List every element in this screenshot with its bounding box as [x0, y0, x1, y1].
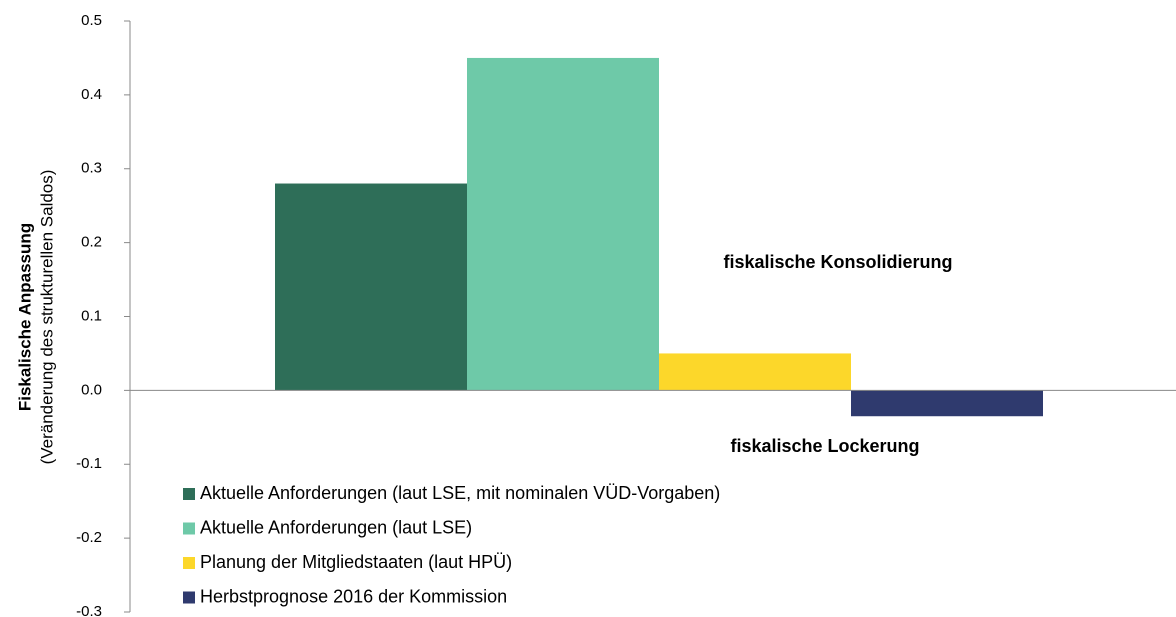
- y-tick-label: -0.3: [76, 603, 102, 617]
- annotation: fiskalische Konsolidierung: [723, 252, 952, 272]
- y-tick-label: 0.2: [81, 234, 102, 251]
- y-tick-label: 0.5: [81, 12, 102, 29]
- bar: [467, 57, 659, 391]
- y-tick-label: 0.3: [81, 160, 102, 177]
- bar: [275, 183, 467, 391]
- legend-label: Aktuelle Anforderungen (laut LSE, mit no…: [200, 483, 720, 503]
- y-axis-title: Fiskalische Anpassung (Veränderung des s…: [15, 170, 56, 465]
- y-tick-label: 0.1: [81, 307, 102, 324]
- y-tick-label: -0.2: [76, 529, 102, 546]
- legend-swatch: [183, 488, 195, 500]
- bar: [851, 390, 1043, 417]
- legend-swatch: [183, 591, 195, 604]
- y-tick-label: -0.1: [76, 455, 102, 472]
- y-sublabel: (Veränderung des strukturellen Saldos): [37, 170, 56, 465]
- y-label: Fiskalische Anpassung: [15, 223, 34, 411]
- bar: [659, 353, 851, 391]
- annotation: fiskalische Lockerung: [730, 436, 919, 456]
- y-tick-label: 0.0: [81, 381, 102, 398]
- legend-label: Herbstprognose 2016 der Kommission: [200, 586, 507, 606]
- legend-swatch: [183, 522, 195, 535]
- legend-swatch: [183, 557, 195, 569]
- legend-label: Aktuelle Anforderungen (laut LSE): [200, 517, 472, 537]
- legend-label: Planung der Mitgliedstaaten (laut HPÜ): [200, 552, 512, 572]
- y-tick-label: 0.4: [81, 86, 102, 103]
